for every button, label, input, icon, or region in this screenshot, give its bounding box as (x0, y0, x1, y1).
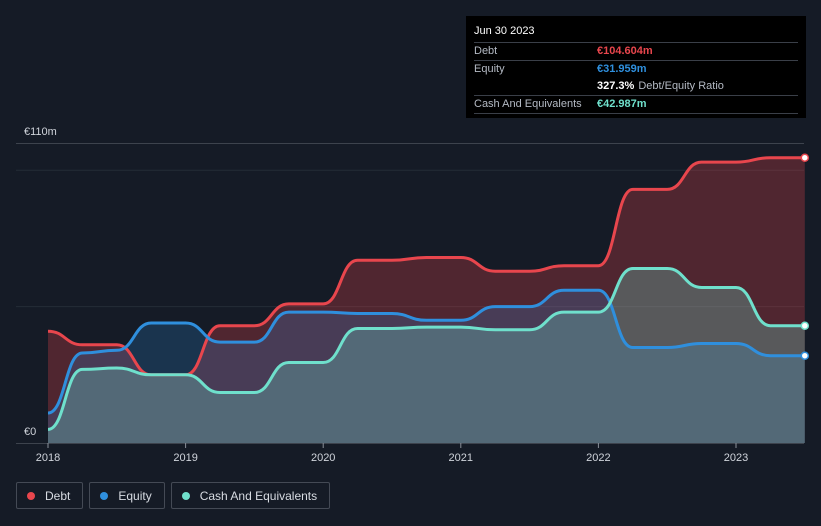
tooltip-date: Jun 30 2023 (474, 25, 535, 37)
tooltip-equity-value: €31.959m (597, 63, 647, 75)
tooltip-row-ratio: 327.3% Debt/Equity Ratio (474, 78, 798, 95)
tooltip-cash-label: Cash And Equivalents (474, 98, 582, 110)
tooltip-debt-value: €104.604m (597, 45, 653, 57)
line-equity (47, 288, 805, 415)
legend-dot-debt (27, 491, 35, 500)
area-equity (48, 290, 805, 443)
tooltip-debt-label: Debt (474, 45, 498, 57)
x-axis: 2018 2019 2020 2021 2022 2023 (36, 443, 748, 464)
x-tick-label-2018: 2018 (36, 452, 60, 464)
y-axis-top-label: €110m (24, 126, 57, 138)
data-tooltip: Jun 30 2023 Debt €104.604m Equity €31.95… (466, 16, 806, 118)
legend-label-cash: Cash And Equivalents (199, 488, 318, 503)
x-tick-label-2021: 2021 (449, 452, 473, 464)
legend-dot-equity (100, 491, 109, 500)
x-tick-label-2019: 2019 (173, 452, 197, 464)
end-markers (800, 153, 810, 360)
y-axis-bottom-label: €0 (24, 426, 36, 438)
tooltip-ratio-label: Debt/Equity Ratio (638, 80, 724, 92)
end-marker-cash (800, 321, 810, 330)
end-marker-debt (800, 153, 810, 162)
grid-lines (16, 143, 804, 444)
chart-legend: Debt Equity Cash And Equivalents (16, 482, 331, 509)
series-lines (47, 156, 805, 431)
area-cash (48, 268, 805, 443)
legend-item-equity[interactable]: Equity (89, 482, 165, 509)
legend-item-debt[interactable]: Debt (16, 482, 84, 509)
x-tick-label-2022: 2022 (586, 452, 610, 464)
legend-dot-cash (181, 491, 190, 500)
line-cash (47, 267, 805, 431)
tooltip-row-debt: Debt €104.604m (474, 42, 798, 60)
series-areas (48, 157, 805, 443)
x-tick-label-2020: 2020 (311, 452, 335, 464)
legend-label-equity: Equity (118, 488, 152, 503)
tooltip-row-equity: Equity €31.959m (474, 60, 798, 78)
end-marker-equity (800, 351, 810, 360)
tooltip-row-cash: Cash And Equivalents €42.987m (474, 95, 798, 114)
legend-label-debt: Debt (45, 488, 71, 503)
x-tick-label-2023: 2023 (724, 452, 748, 464)
tooltip-equity-label: Equity (474, 63, 505, 75)
legend-item-cash[interactable]: Cash And Equivalents (170, 482, 331, 509)
tooltip-ratio-value: 327.3% (597, 80, 635, 92)
tooltip-cash-value: €42.987m (597, 98, 647, 110)
